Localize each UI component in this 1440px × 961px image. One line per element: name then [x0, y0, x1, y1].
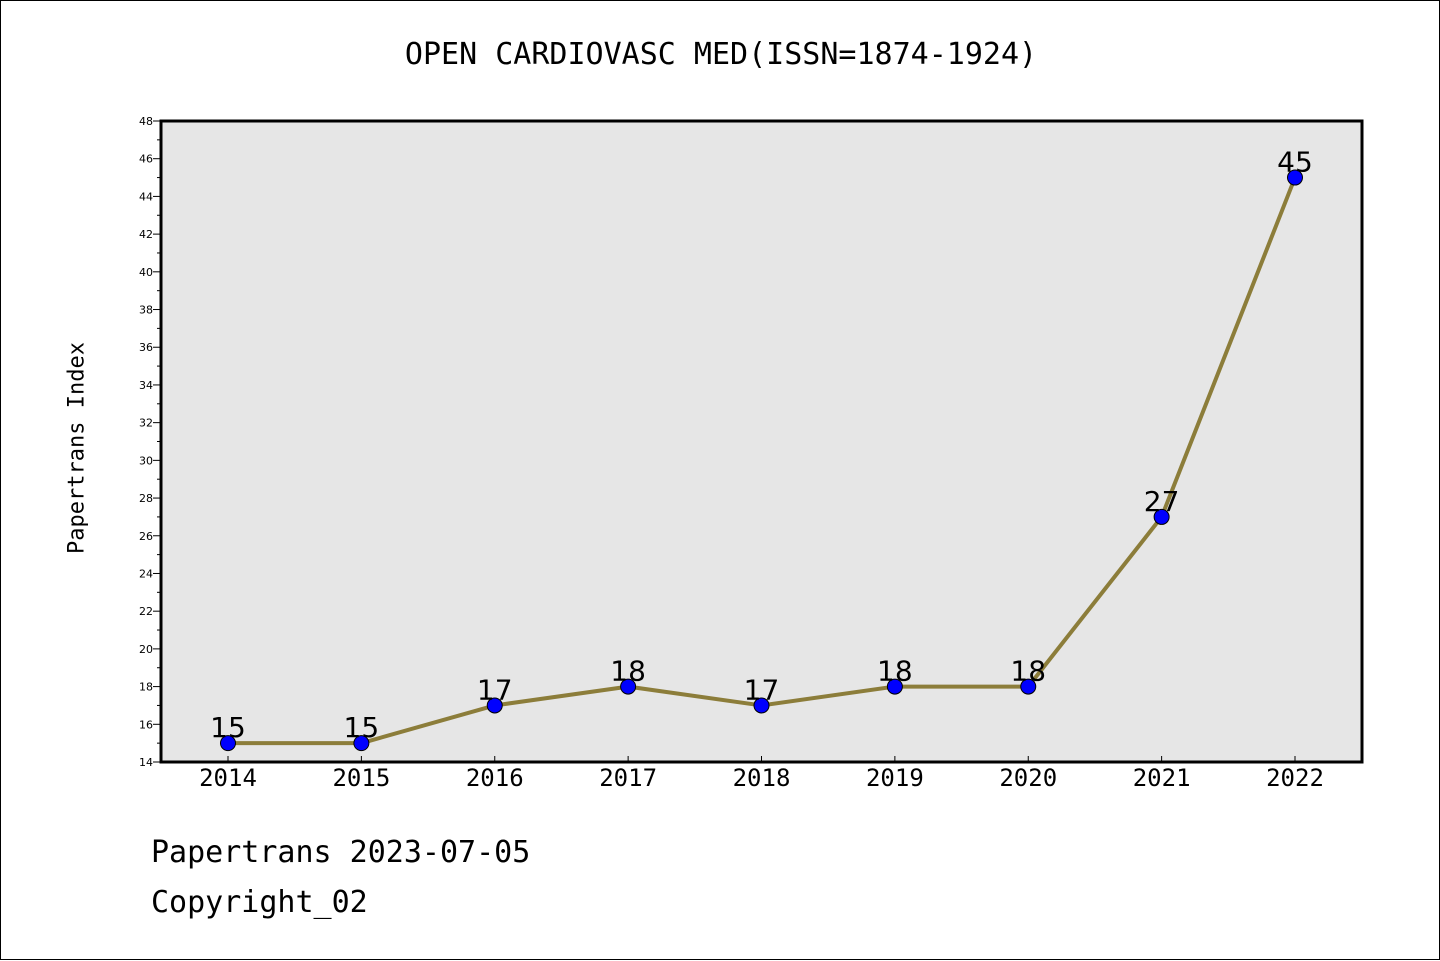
y-tick-label: 18	[139, 681, 153, 694]
data-point	[886, 678, 903, 695]
y-tick-label: 16	[139, 718, 153, 731]
y-tick-label: 22	[139, 605, 153, 618]
y-tick-label: 24	[139, 567, 153, 580]
x-tick-label: 2021	[1133, 764, 1191, 792]
chart-title: OPEN CARDIOVASC MED(ISSN=1874-1924)	[404, 37, 1038, 72]
data-label: 18	[877, 655, 913, 688]
data-point	[1287, 169, 1303, 186]
y-tick-label: 44	[139, 190, 153, 203]
x-tick-label: 2017	[599, 764, 657, 792]
data-point	[486, 697, 503, 714]
y-tick-label: 32	[139, 417, 153, 430]
data-label: 17	[477, 673, 513, 706]
y-tick-label: 36	[139, 341, 153, 354]
y-tick-label: 34	[139, 379, 153, 392]
plot-area	[159, 119, 1364, 764]
x-tick-label: 2016	[466, 764, 524, 792]
y-tick-label: 20	[139, 643, 153, 656]
y-tick-label: 30	[139, 454, 153, 467]
data-label: 15	[344, 711, 380, 744]
y-tick-label: 14	[139, 756, 153, 769]
footer-date-line: Papertrans 2023-07-05	[151, 835, 531, 870]
y-tick-label: 40	[139, 266, 153, 279]
data-point	[753, 697, 770, 714]
data-label: 27	[1144, 485, 1180, 518]
y-tick-label: 46	[139, 153, 153, 166]
x-tick-label: 2014	[199, 764, 257, 792]
x-tick-label: 2020	[999, 764, 1057, 792]
data-label: 17	[744, 673, 780, 706]
y-tick-label: 38	[139, 304, 153, 317]
footer-copyright: Copyright_02	[151, 885, 368, 920]
data-point	[1153, 508, 1170, 525]
y-tick-label: 48	[139, 115, 153, 128]
data-label: 18	[610, 655, 646, 688]
x-tick-label: 2019	[866, 764, 924, 792]
data-label: 15	[210, 711, 246, 744]
data-label: 45	[1277, 146, 1313, 179]
x-tick-label: 2018	[733, 764, 791, 792]
y-tick-label: 26	[139, 530, 153, 543]
y-tick-label: 42	[139, 228, 153, 241]
data-point	[1020, 678, 1037, 695]
data-point	[353, 735, 370, 752]
data-point	[620, 678, 637, 695]
data-label: 18	[1010, 655, 1046, 688]
x-tick-label: 2015	[332, 764, 390, 792]
x-tick-label: 2022	[1266, 764, 1324, 792]
y-tick-label: 28	[139, 492, 153, 505]
data-point	[220, 735, 236, 752]
